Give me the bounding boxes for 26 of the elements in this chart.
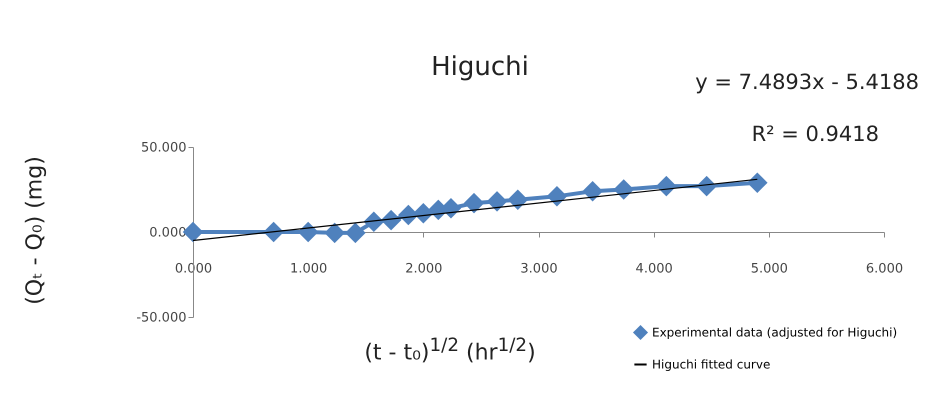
legend-label: Experimental data (adjusted for Higuchi) [652, 326, 898, 340]
x-tick-label: 5.000 [750, 262, 788, 276]
point [582, 180, 603, 202]
point [747, 172, 768, 193]
x-tick-label: 1.000 [290, 262, 328, 276]
text: y = 7.4893x - 5.4188 [695, 70, 919, 94]
point [464, 192, 484, 214]
x-tick-label: 2.000 [405, 262, 442, 276]
point [613, 179, 634, 200]
y-axis-title: (Qₜ - Q₀) (mg) [22, 155, 48, 307]
x-tick-label: 3.000 [520, 262, 558, 276]
point [324, 222, 345, 244]
point [486, 191, 508, 212]
point [345, 222, 366, 244]
text: R² = 0.9418 [752, 122, 879, 146]
x-axis-title: (t - t₀)$^{1/2}$ (hr$^{1/2}$) [363, 335, 537, 366]
y-tick-label: 50.000 [141, 140, 186, 156]
point [656, 176, 677, 196]
chart-title: Higuchi [430, 52, 530, 82]
x-tick-label: 6.000 [866, 262, 904, 276]
y-tick-label: -50.000 [136, 310, 186, 326]
x-tick-label: 4.000 [636, 262, 673, 276]
point [508, 189, 528, 210]
point [546, 186, 568, 207]
y-tick-label: 0.000 [149, 226, 186, 240]
legend-label: Higuchi fitted curve [652, 358, 770, 372]
